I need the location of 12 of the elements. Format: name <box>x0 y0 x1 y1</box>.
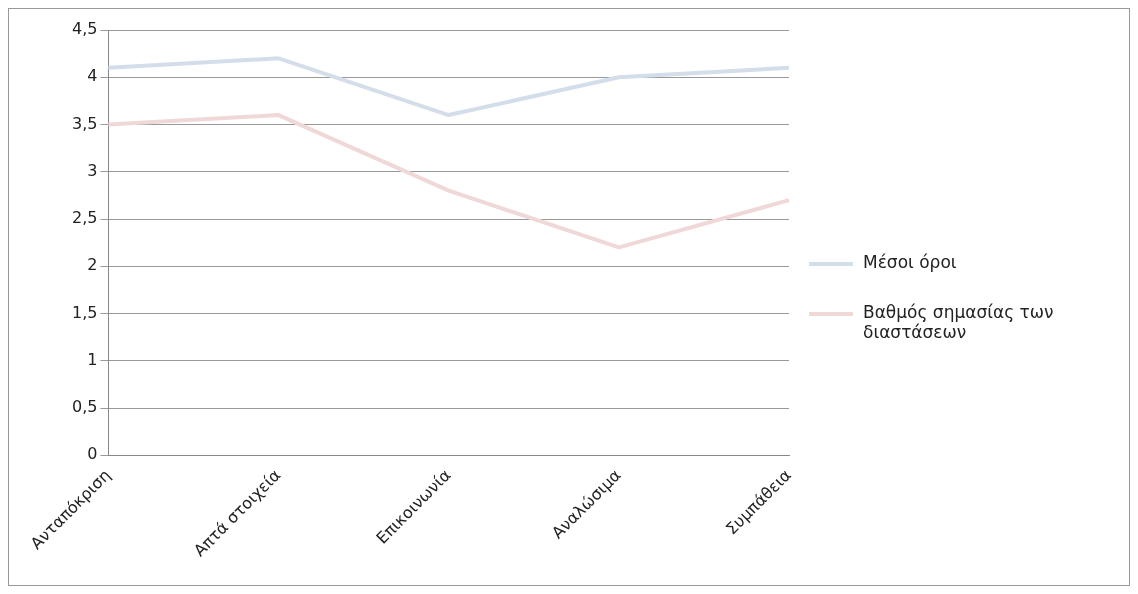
y-tick-label: 0 <box>87 444 98 464</box>
y-tick-label: 1,5 <box>71 302 98 322</box>
y-tick-label: 2,5 <box>71 208 98 228</box>
y-tick-label: 2 <box>87 255 98 275</box>
legend-label: Μέσοι όροι <box>863 252 958 272</box>
y-tick-label: 3 <box>87 160 98 180</box>
y-tick-label: 4,5 <box>71 19 98 39</box>
y-tick-label: 1 <box>87 349 98 369</box>
y-tick-label: 3,5 <box>71 113 98 133</box>
legend-label: Βαθμός σημασίας των διαστάσεων <box>863 302 1055 342</box>
y-tick-label: 0,5 <box>71 397 98 417</box>
y-tick-label: 4 <box>87 66 98 86</box>
